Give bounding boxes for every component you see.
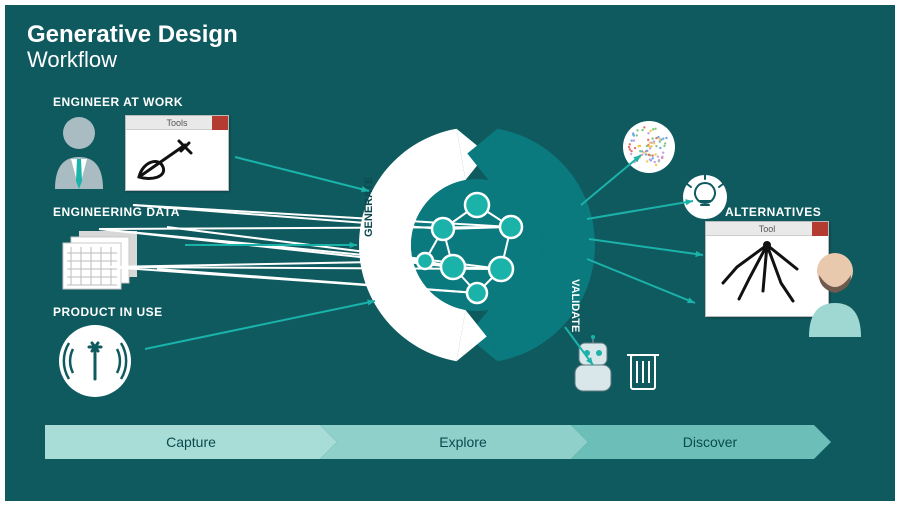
stage-label: Discover — [683, 434, 737, 450]
stage-label: Capture — [166, 434, 216, 450]
stage-label: Explore — [439, 434, 486, 450]
stage-capture: Capture — [45, 425, 337, 459]
stage-discover: Discover — [571, 425, 831, 459]
diagram-canvas: Generative DesignWorkflowENGINEER AT WOR… — [0, 0, 900, 506]
stage-explore: Explore — [320, 425, 588, 459]
